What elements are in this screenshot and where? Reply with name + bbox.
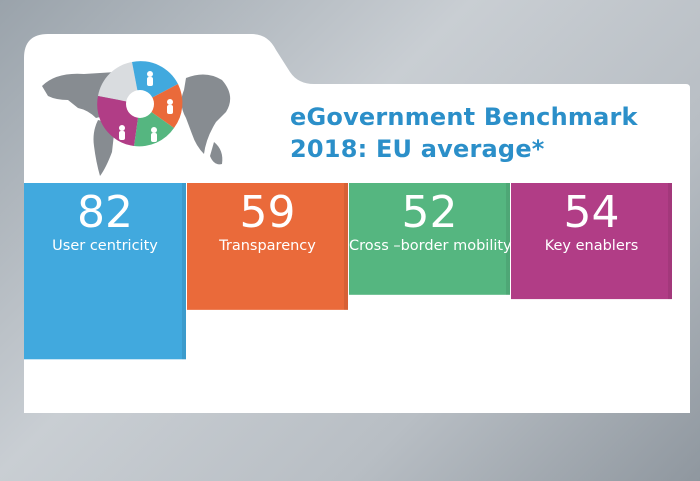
bar-shadow bbox=[506, 183, 510, 295]
chart-title-line1: eGovernment Benchmark bbox=[290, 103, 638, 131]
pie-slice-gray bbox=[98, 62, 140, 104]
metric-label: Transparency bbox=[219, 238, 316, 254]
person-icon bbox=[167, 99, 173, 105]
chart-title-line2: 2018: EU average* bbox=[290, 135, 545, 163]
metric-label: Cross –border mobility bbox=[349, 238, 512, 254]
pie-slice-orange bbox=[140, 84, 183, 128]
metric-transparency: 59 Transparency bbox=[187, 187, 348, 259]
bar-cross-border-mobility bbox=[349, 183, 510, 295]
bar-shadow bbox=[668, 183, 672, 300]
metric-value: 54 bbox=[563, 187, 620, 238]
chart-title: eGovernment Benchmark 2018: EU average* bbox=[290, 101, 638, 165]
person-icon bbox=[119, 125, 125, 131]
metric-label: Key enablers bbox=[544, 238, 639, 254]
bar-key-enablers bbox=[511, 183, 672, 300]
bar-transparency bbox=[187, 183, 348, 310]
bar-shadow bbox=[344, 183, 348, 310]
bar-user-centricity bbox=[24, 183, 186, 360]
person-icon bbox=[151, 127, 157, 133]
bar-shadow bbox=[182, 183, 186, 360]
metric-value: 52 bbox=[401, 187, 458, 238]
metric-label: User centricity bbox=[52, 238, 158, 254]
metric-value: 59 bbox=[239, 187, 296, 238]
person-icon bbox=[147, 71, 153, 77]
metric-cross-border-mobility: 52 Cross –border mobility bbox=[349, 187, 512, 259]
metric-key-enablers: 54 Key enablers bbox=[511, 187, 672, 259]
metric-value: 82 bbox=[77, 187, 133, 238]
pie-icon bbox=[97, 61, 183, 147]
bar-group bbox=[24, 183, 672, 360]
metric-user-centricity: 82 User centricity bbox=[24, 187, 186, 259]
